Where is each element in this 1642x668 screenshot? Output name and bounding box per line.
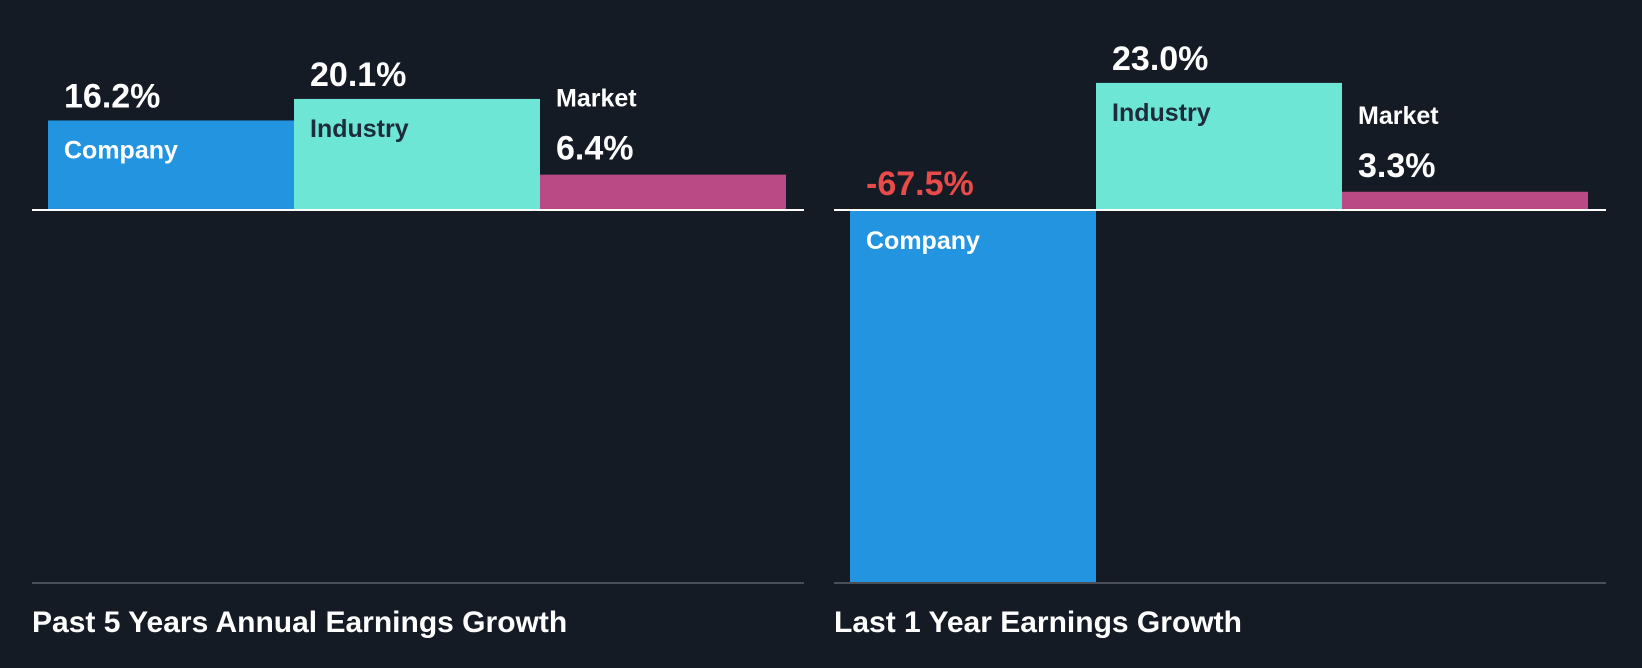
category-label-industry: Industry (1112, 99, 1211, 127)
value-label-market: 6.4% (556, 130, 634, 168)
category-label-company: Company (866, 227, 980, 255)
value-label-company: 16.2% (64, 77, 160, 115)
value-label-market: 3.3% (1358, 147, 1436, 185)
value-label-industry: 20.1% (310, 56, 406, 94)
bar-industry (1096, 82, 1342, 210)
bar-market (1342, 191, 1588, 210)
category-label-industry: Industry (310, 115, 409, 143)
chart-panel-2: Company -67.5% Industry 23.0% Market 3.3% Last… (834, 40, 1606, 639)
chart-panels: Company 16.2% Industry 20.1% Market 6.4% Past … (32, 40, 1606, 639)
category-label-company: Company (64, 136, 178, 164)
chart-title: Past 5 Years Annual Earnings Growth (32, 606, 567, 639)
value-label-company: -67.5% (866, 165, 974, 203)
bar-market (540, 174, 786, 210)
value-label-industry: 23.0% (1112, 40, 1208, 78)
chart-title: Last 1 Year Earnings Growth (834, 606, 1242, 639)
bar-company (48, 120, 294, 210)
category-label-market: Market (556, 85, 637, 113)
bar-industry (294, 98, 540, 210)
category-label-market: Market (1358, 102, 1439, 130)
bar-company (850, 210, 1096, 583)
chart-panel-1: Company 16.2% Industry 20.1% Market 6.4% Past … (32, 56, 804, 639)
